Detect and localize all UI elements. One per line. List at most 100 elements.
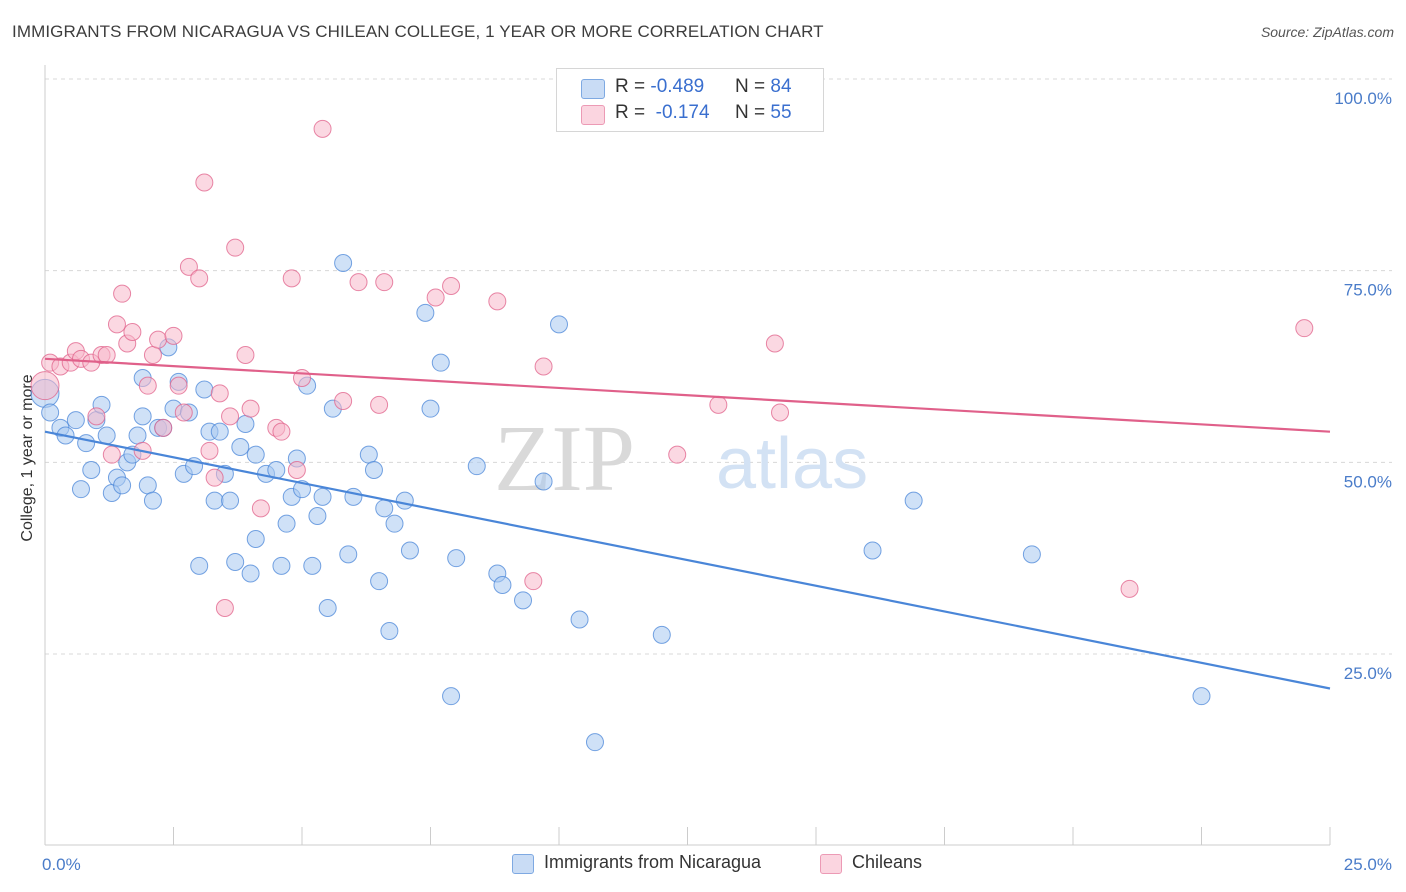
nicaragua-point: [236, 415, 255, 433]
source-label: Source: ZipAtlas.com: [1260, 24, 1394, 40]
nicaragua-point: [277, 514, 296, 533]
nicaragua-point: [421, 399, 440, 418]
chilean-point: [138, 376, 157, 395]
nicaragua-point: [66, 411, 85, 430]
tick-labels: 25.0% 50.0% 75.0% 100.0% 0.0% 25.0%: [42, 89, 1392, 874]
nicaragua-point: [1192, 687, 1211, 706]
nicaragua-point: [190, 556, 209, 575]
chilean-point: [190, 269, 209, 288]
legend-row-chileans: R = -0.174 N = 55: [557, 102, 823, 128]
legend-n-chileans: N = 55: [735, 102, 792, 124]
nicaragua-point: [400, 541, 419, 560]
legend-n-nicaragua: N = 84: [735, 76, 792, 98]
y-tick-label: 75.0%: [1344, 281, 1392, 300]
n-value: 84: [770, 76, 792, 97]
trend-lines: [44, 357, 1331, 690]
nicaragua-point: [71, 480, 90, 499]
chilean-point: [143, 346, 162, 364]
chilean-point: [107, 315, 126, 334]
nicaragua-point: [534, 472, 553, 491]
nicaragua-point: [447, 549, 466, 568]
nicaragua-point: [210, 422, 229, 441]
nicaragua-point: [143, 491, 162, 510]
nicaragua-point: [514, 591, 533, 610]
nicaragua-point: [570, 610, 589, 629]
chilean-point: [287, 461, 306, 479]
nicaragua-point: [395, 491, 414, 510]
chilean-point: [195, 173, 214, 192]
chilean-point: [205, 468, 224, 487]
nicaragua-point: [195, 380, 214, 399]
chilean-point: [1120, 579, 1139, 598]
nicaragua-point: [344, 487, 363, 506]
chilean-point: [87, 407, 106, 426]
nicaragua-point: [339, 545, 358, 564]
chilean-point: [426, 288, 445, 307]
chilean-point: [210, 384, 229, 403]
legend-r-nicaragua: R = -0.489: [615, 76, 704, 98]
nicaragua-point: [904, 491, 923, 510]
nicaragua-point: [313, 487, 332, 506]
chilean-point: [102, 445, 121, 464]
bottom-swatch-chileans: [820, 854, 842, 874]
chilean-point: [123, 323, 142, 341]
bottom-swatch-nicaragua: [512, 854, 534, 874]
n-label: N =: [735, 76, 771, 97]
legend-swatch-nicaragua: [581, 79, 605, 99]
nicaragua-point: [359, 445, 378, 464]
chilean-point: [97, 346, 116, 364]
chart-title: IMMIGRANTS FROM NICARAGUA VS CHILEAN COL…: [12, 22, 824, 41]
nicaragua-point: [205, 491, 224, 510]
nicaragua-point: [246, 445, 265, 464]
watermark: ZIP atlas: [494, 407, 868, 511]
nicaragua-point: [303, 556, 322, 575]
bottom-legend-label: Chileans: [852, 852, 923, 872]
legend-swatch-chileans: [581, 105, 605, 125]
nicaragua-point: [652, 625, 671, 644]
nicaragua-point: [231, 438, 250, 456]
bottom-legend-label: Immigrants from Nicaragua: [544, 852, 762, 872]
chilean-point: [179, 257, 198, 276]
n-value: 55: [770, 102, 792, 123]
nicaragua-point: [431, 353, 450, 372]
chilean-point: [174, 403, 193, 422]
chilean-point: [149, 330, 168, 349]
watermark-zip: ZIP: [494, 407, 635, 511]
chilean-point: [200, 441, 219, 460]
chilean-point: [30, 371, 60, 401]
nicaragua-point: [246, 530, 265, 548]
series-nicaragua-points: [30, 254, 1211, 752]
nicaragua-point: [380, 622, 399, 640]
nicaragua-point: [97, 426, 116, 445]
nicaragua-point: [128, 426, 147, 445]
chilean-point: [236, 346, 255, 364]
nicaragua-trend-line: [44, 430, 1331, 690]
chilean-trend-line: [44, 357, 1331, 433]
chilean-point: [488, 292, 507, 311]
nicaragua-point: [585, 733, 604, 752]
nicaragua-point: [334, 254, 353, 272]
nicaragua-point: [226, 553, 245, 571]
nicaragua-point: [41, 403, 60, 422]
chilean-point: [349, 273, 368, 292]
nicaragua-point: [133, 407, 152, 426]
r-label: R =: [615, 102, 651, 123]
y-tick-label: 100.0%: [1334, 89, 1392, 108]
chilean-point: [221, 407, 240, 426]
chilean-point: [169, 376, 188, 395]
nicaragua-point: [318, 599, 337, 617]
nicaragua-point: [77, 434, 96, 453]
chilean-point: [765, 334, 784, 353]
chilean-point: [370, 395, 389, 414]
nicaragua-point: [272, 556, 291, 575]
nicaragua-point: [467, 457, 486, 476]
bottom-legend-nicaragua: Immigrants from Nicaragua: [512, 852, 762, 874]
nicaragua-point: [493, 576, 512, 594]
r-label: R =: [615, 76, 651, 97]
r-value: -0.489: [650, 76, 705, 97]
chilean-point: [164, 326, 183, 345]
y-tick-label: 50.0%: [1344, 472, 1392, 491]
nicaragua-point: [375, 499, 394, 518]
nicaragua-point: [364, 461, 383, 479]
